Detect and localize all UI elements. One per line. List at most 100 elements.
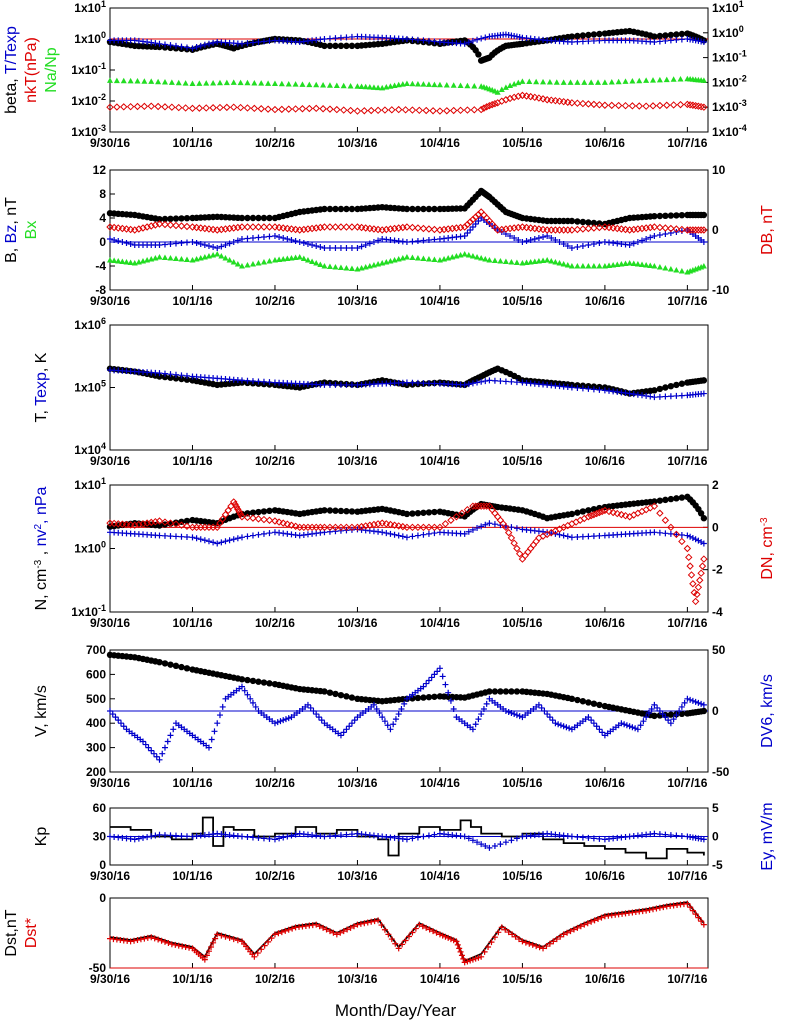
data-point-bz (271, 233, 278, 239)
data-point-t_texp (414, 36, 421, 43)
data-point-na_np (615, 78, 622, 85)
data-point-dn (232, 503, 241, 511)
data-point-ey (326, 833, 333, 840)
data-point-bz (643, 236, 650, 242)
data-point-beta (590, 31, 598, 38)
data-point-dv6 (552, 720, 559, 727)
data-point-v (585, 699, 592, 706)
data-point-bx (326, 263, 333, 269)
data-point-dv6 (115, 717, 122, 724)
data-point-db (471, 213, 480, 221)
y2-tick-exponent: -4 (739, 123, 747, 133)
data-point-dn (231, 500, 239, 509)
left-axis-label-part: Bz (3, 225, 20, 244)
data-point-n (343, 508, 350, 515)
data-point-beta (321, 42, 328, 50)
data-point-bz (123, 240, 130, 246)
data-point-v (513, 688, 521, 695)
data-point-ey (260, 835, 267, 842)
data-point-t (161, 373, 169, 381)
data-point-beta (662, 32, 669, 39)
data-point-na_np (425, 81, 432, 87)
data-point-bx (266, 258, 273, 264)
data-point-dst_star (464, 958, 471, 965)
data-point-dst_star (436, 931, 443, 938)
data-point-nkt (113, 103, 121, 111)
data-point-nv2 (399, 533, 406, 540)
data-point-dv6 (387, 726, 394, 733)
data-point-nv2 (197, 536, 204, 543)
data-point-db (172, 221, 180, 230)
data-point-na_np (366, 84, 373, 90)
right-axis-label: DV6, km/s (759, 674, 776, 748)
data-point-bx (226, 257, 233, 263)
data-point-t_texp (482, 34, 489, 41)
data-point-v (502, 688, 510, 695)
data-point-na_np (340, 82, 347, 89)
y2-tick-base: 1x10 (712, 125, 739, 139)
data-point-bz (276, 234, 283, 240)
data-point-t_texp (465, 39, 472, 46)
y2-tick-label: 5 (712, 801, 719, 815)
data-point-bx (556, 260, 563, 266)
data-point-dst_star (395, 945, 402, 952)
data-point-dv6 (585, 714, 592, 721)
data-point-dv6 (241, 687, 248, 694)
data-point-bz (255, 234, 262, 241)
left-axis-label-2: nkT(nPa) (23, 37, 40, 103)
left-axis-label-3-part: Na/Np (43, 47, 60, 92)
data-point-na_np (375, 84, 382, 91)
data-point-v (161, 660, 169, 667)
data-point-dst_star (226, 934, 233, 941)
data-point-na_np (588, 79, 595, 85)
data-point-nkt (522, 92, 531, 100)
data-point-dst_star (540, 945, 547, 952)
data-point-dv6 (667, 720, 674, 727)
data-point-dn (447, 516, 455, 524)
data-point-t_texp (255, 39, 262, 46)
data-point-na_np (161, 79, 168, 85)
data-point-dst_star (509, 931, 516, 938)
data-point-na_np (546, 79, 553, 85)
right-axis-label-part: DV6, km/s (759, 674, 776, 748)
data-point-v (332, 690, 339, 698)
data-point-dn (650, 502, 659, 510)
data-point-dn (320, 523, 329, 532)
data-point-dn (595, 508, 604, 517)
data-point-dst_star (660, 904, 667, 911)
data-point-dst_star (285, 926, 292, 933)
data-point-v (337, 691, 345, 699)
data-point-db (419, 224, 428, 233)
data-point-dst_star (201, 956, 208, 963)
data-point-nv2 (244, 533, 251, 540)
data-point-dst_star (278, 929, 285, 936)
data-point-db (686, 226, 694, 234)
data-point-t (167, 374, 174, 381)
data-point-t_texp (673, 36, 680, 43)
data-point-dn (221, 510, 230, 519)
left-axis-label-3: Na/Np (43, 47, 60, 92)
data-point-t_texp (238, 40, 245, 47)
data-point-dst_star (447, 936, 454, 943)
data-point-nv2 (383, 530, 390, 537)
data-point-dn (161, 518, 169, 526)
data-point-dn (661, 516, 670, 524)
data-point-dst_star (409, 929, 416, 936)
data-point-dv6 (252, 703, 259, 710)
data-point-bx (639, 261, 646, 267)
data-point-dst_star (460, 955, 467, 962)
y2-tick-label: -4 (712, 605, 723, 619)
data-point-na_np (622, 78, 629, 84)
data-point-dv6 (593, 723, 600, 730)
y2-tick-label: 0 (712, 223, 719, 237)
data-point-db (694, 226, 703, 234)
data-point-b (161, 215, 169, 223)
data-point-n (700, 515, 708, 522)
data-point-bx (348, 265, 355, 271)
data-point-nv2 (695, 537, 702, 544)
data-point-dv6 (208, 736, 215, 743)
data-point-ey (590, 835, 597, 842)
data-point-na_np (540, 78, 547, 85)
series-dv6 (107, 665, 707, 763)
y-tick-label: 300 (86, 741, 106, 755)
